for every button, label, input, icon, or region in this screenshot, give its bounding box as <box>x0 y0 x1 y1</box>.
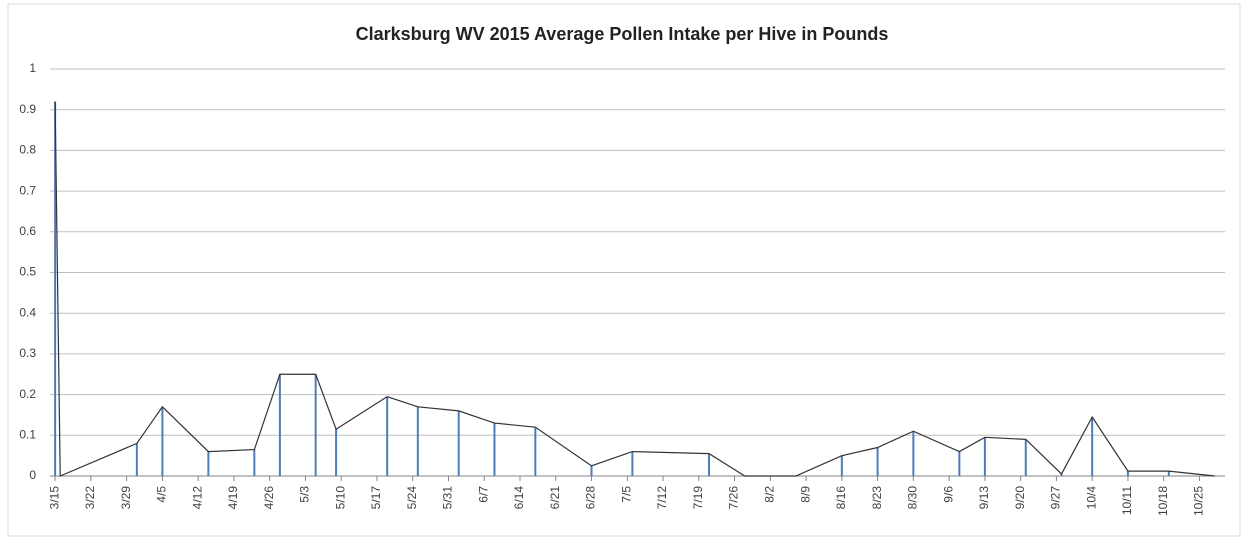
x-tick-label: 10/11 <box>1120 486 1134 515</box>
x-tick-label: 6/7 <box>476 486 490 503</box>
x-tick-label: 6/28 <box>584 486 598 510</box>
x-tick-label: 10/4 <box>1084 486 1098 510</box>
x-tick-label: 9/6 <box>941 486 955 503</box>
x-tick-label: 8/9 <box>798 486 812 503</box>
x-tick-label: 5/10 <box>333 486 347 510</box>
y-tick-label: 1 <box>29 61 36 75</box>
x-tick-label: 4/12 <box>190 486 204 510</box>
x-tick-label: 7/19 <box>691 486 705 510</box>
x-tick-label: 8/2 <box>762 486 776 503</box>
x-tick-label: 3/22 <box>83 486 97 510</box>
y-tick-label: 0.2 <box>19 387 36 401</box>
y-tick-label: 0.4 <box>19 305 36 319</box>
x-tick-label: 8/16 <box>834 486 848 510</box>
x-tick-label: 5/24 <box>405 486 419 510</box>
y-tick-label: 0.7 <box>19 183 36 197</box>
y-tick-label: 0.1 <box>19 427 36 441</box>
x-tick-label: 7/12 <box>655 486 669 510</box>
x-tick-label: 6/21 <box>548 486 562 510</box>
x-tick-label: 6/14 <box>512 486 526 510</box>
y-tick-label: 0.5 <box>19 265 36 279</box>
y-tick-label: 0 <box>29 468 36 482</box>
x-tick-label: 4/26 <box>262 486 276 510</box>
y-tick-label: 0.8 <box>19 143 36 157</box>
x-tick-label: 5/17 <box>369 486 383 510</box>
x-tick-label: 5/31 <box>441 486 455 510</box>
y-tick-label: 0.9 <box>19 102 36 116</box>
x-tick-label: 9/13 <box>977 486 991 510</box>
x-tick-label: 10/18 <box>1156 486 1170 516</box>
chart-title: Clarksburg WV 2015 Average Pollen Intake… <box>356 24 889 44</box>
y-tick-label: 0.6 <box>19 224 36 238</box>
data-line <box>54 101 1215 477</box>
x-tick-label: 5/3 <box>298 486 312 503</box>
x-tick-label: 8/23 <box>870 486 884 510</box>
x-tick-label: 3/15 <box>47 486 61 510</box>
x-tick-label: 7/5 <box>619 486 633 503</box>
chart-area <box>7 3 1241 537</box>
x-tick-label: 10/25 <box>1192 486 1206 516</box>
x-tick-label: 7/26 <box>727 486 741 510</box>
x-tick-label: 8/30 <box>906 486 920 510</box>
x-tick-label: 9/27 <box>1049 486 1063 510</box>
x-tick-label: 9/20 <box>1013 486 1027 510</box>
x-tick-label: 3/29 <box>119 486 133 510</box>
x-tick-label: 4/19 <box>226 486 240 510</box>
y-tick-label: 0.3 <box>19 346 36 360</box>
x-tick-label: 4/5 <box>155 486 169 503</box>
